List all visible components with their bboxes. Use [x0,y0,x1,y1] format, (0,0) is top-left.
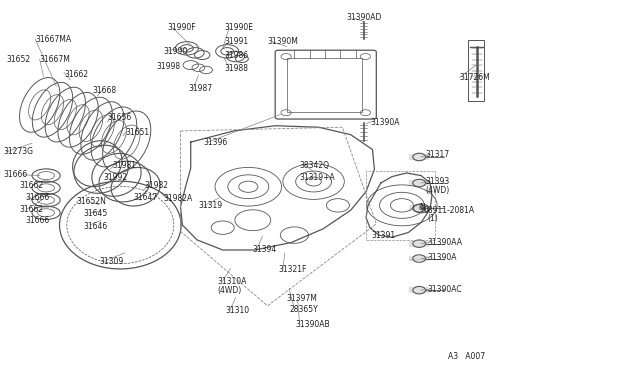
Text: 31990F: 31990F [168,23,196,32]
Text: 31981: 31981 [112,161,136,170]
Text: 31666: 31666 [26,193,50,202]
Text: 31390AC: 31390AC [428,285,462,294]
Text: 31396: 31396 [204,138,228,147]
Text: (4WD): (4WD) [426,186,450,195]
Text: 31986: 31986 [224,51,248,60]
Text: 31998: 31998 [157,62,181,71]
Text: 31662: 31662 [64,70,88,79]
Text: N: N [419,203,425,212]
Text: 31390AD: 31390AD [347,13,382,22]
Text: 31390A: 31390A [428,253,457,262]
Text: 31667M: 31667M [40,55,70,64]
Text: 28365Y: 28365Y [289,305,318,314]
Text: 31666: 31666 [3,170,28,179]
Text: 31656: 31656 [108,113,132,122]
Text: A3   A007: A3 A007 [448,352,485,361]
Text: 31991: 31991 [224,37,248,46]
Text: 31982A: 31982A [163,194,193,203]
Text: 31321F: 31321F [278,265,307,274]
Text: 31310A: 31310A [218,278,247,286]
Text: 31988: 31988 [224,64,248,73]
Text: 31273G: 31273G [3,147,33,156]
Text: 31645: 31645 [83,209,108,218]
Text: 38342Q: 38342Q [300,161,330,170]
Text: 31652: 31652 [6,55,31,64]
Text: 31646: 31646 [83,222,108,231]
Bar [287,58,362,112]
Text: 31390AA: 31390AA [428,238,463,247]
Text: 31310: 31310 [225,306,250,315]
Text: 31992: 31992 [104,173,128,182]
Text: (1): (1) [428,214,438,223]
Text: (4WD): (4WD) [218,286,242,295]
Text: 08911-2081A: 08911-2081A [424,206,475,215]
Text: N: N [419,206,424,211]
Text: 31393: 31393 [426,177,450,186]
Text: 31319: 31319 [198,201,223,210]
Text: 31668: 31668 [93,86,117,94]
Text: 31390AB: 31390AB [296,320,330,329]
Text: 31990: 31990 [163,47,188,56]
Text: 31319+A: 31319+A [300,173,335,182]
Text: 31662: 31662 [19,182,44,190]
Text: 31390M: 31390M [268,37,298,46]
Text: 31662: 31662 [19,205,44,214]
Text: 31309: 31309 [99,257,124,266]
Text: 31390A: 31390A [370,118,399,126]
Text: 31394: 31394 [253,246,277,254]
Text: 31647: 31647 [133,193,157,202]
Text: 31391: 31391 [371,231,396,240]
Text: 31317: 31317 [426,150,450,159]
Text: 31982: 31982 [144,182,168,190]
Text: 31987: 31987 [189,84,213,93]
Text: 31397M: 31397M [287,294,317,303]
Text: 31990E: 31990E [224,23,253,32]
Text: 31666: 31666 [26,216,50,225]
Text: 31652N: 31652N [77,197,107,206]
Text: 31667MA: 31667MA [35,35,71,44]
Text: 31651: 31651 [125,128,150,137]
Text: 31726M: 31726M [460,73,490,82]
